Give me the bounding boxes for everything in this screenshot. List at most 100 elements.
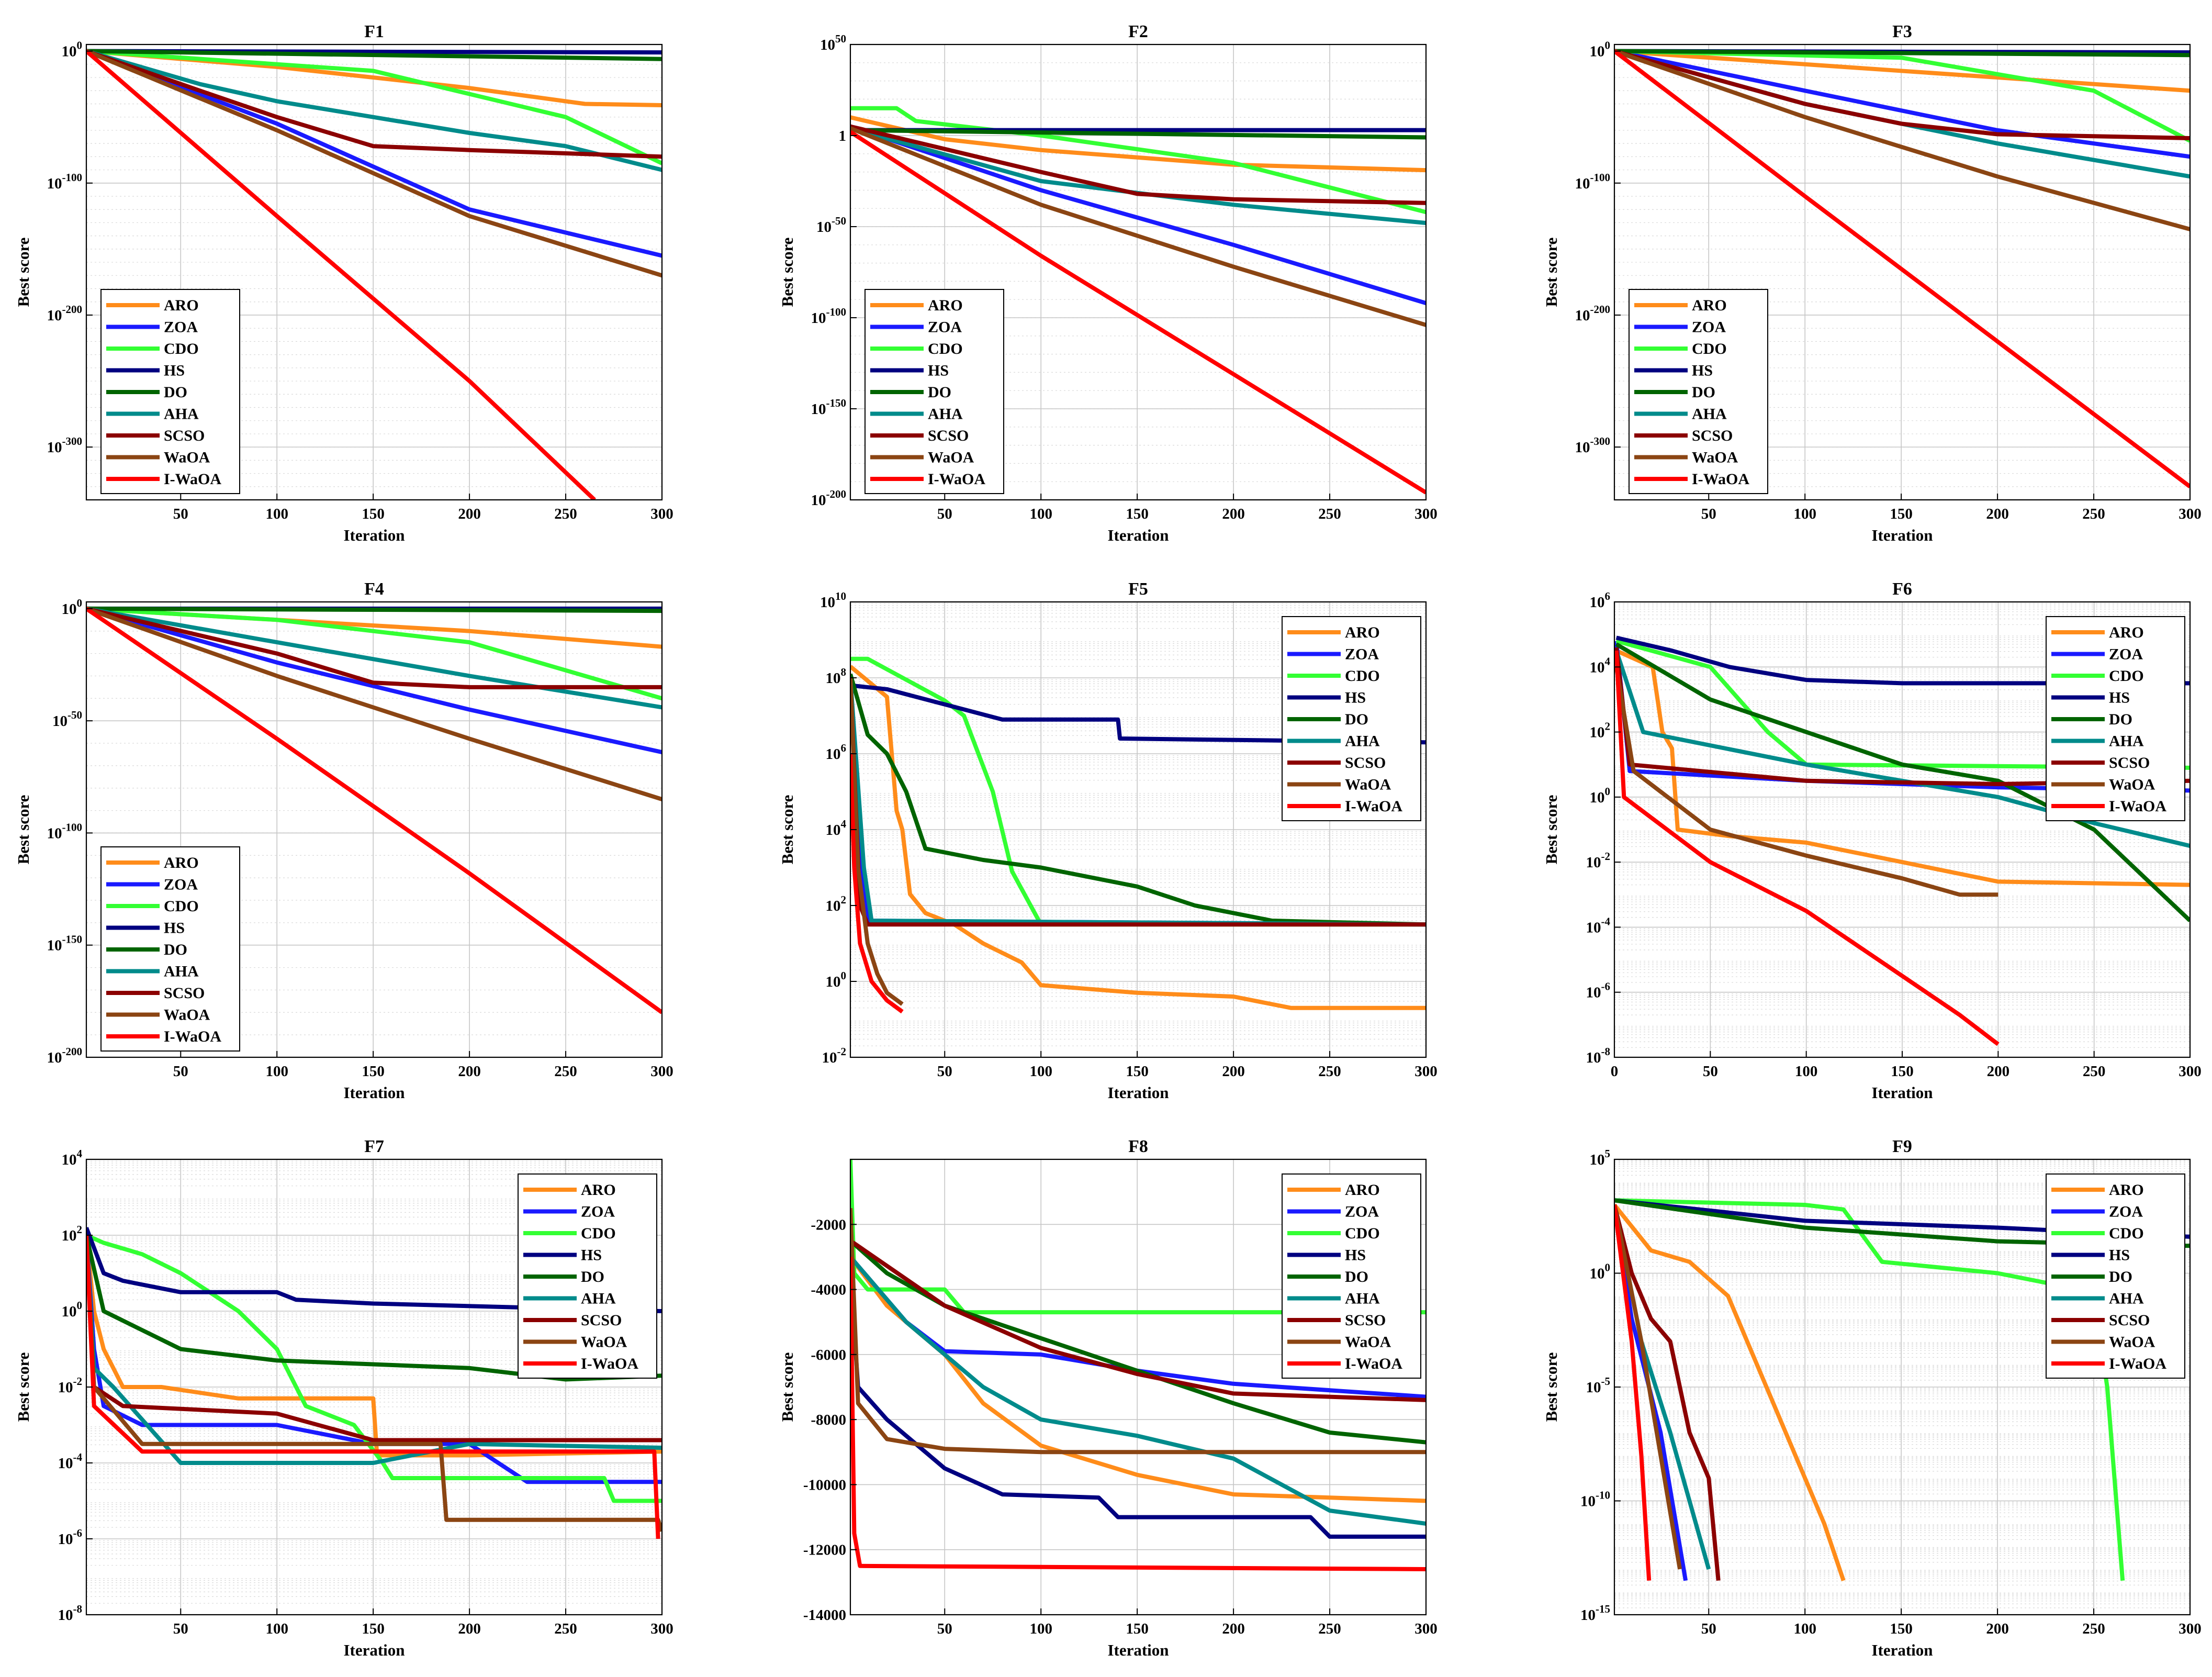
f8-y-tick-label: -2000 — [811, 1216, 846, 1233]
f6-y-tick-label: 102 — [1590, 720, 1611, 741]
f7-y-tick-label: 10-8 — [58, 1603, 83, 1624]
f7-legend-label-waoa: WaOA — [581, 1334, 627, 1351]
f2-y-tick-label: 1050 — [820, 32, 846, 53]
f5-x-tick-label: 50 — [937, 1063, 952, 1080]
f6-y-tick-label: 10-8 — [1586, 1045, 1611, 1066]
f5-series-aro — [850, 665, 1426, 1010]
chart-f5: 50 100 150 200 250 300 1010 108 106 104 102 100 10-2… — [778, 579, 1438, 1102]
f4-y-tick-label: 10-200 — [47, 1045, 83, 1066]
f5-y-tick-label: 108 — [826, 666, 847, 687]
f1-legend-label-aro: ARO — [164, 297, 199, 314]
f7-series-cdo — [86, 1233, 662, 1503]
f3-x-tick-label: 300 — [2179, 506, 2202, 522]
f3-series-i-waoa — [1614, 49, 2190, 488]
f8-y-axis-label: Best score — [778, 1352, 796, 1422]
f4-x-tick-label: 50 — [173, 1063, 188, 1080]
f2-series-zoa — [850, 124, 1426, 306]
f2-series-waoa — [850, 126, 1426, 327]
f5-y-tick-label: 1010 — [820, 590, 846, 611]
f1-y-axis-label: Best score — [14, 238, 32, 307]
f7-series-hs — [86, 1227, 662, 1313]
f3-series-do — [1614, 49, 2190, 58]
f3-y-tick-label: 10-300 — [1575, 435, 1611, 456]
f8-y-tick-label: -14000 — [803, 1607, 846, 1624]
f1-y-tick-label: 10-200 — [47, 303, 83, 324]
f5-y-tick-label: 100 — [826, 969, 847, 990]
f5-legend-label-zoa: ZOA — [1345, 646, 1379, 663]
f1-title: F1 — [364, 22, 384, 41]
f7-legend-label-cdo: CDO — [581, 1225, 616, 1242]
f4-x-tick-label: 300 — [650, 1063, 673, 1080]
f3-x-tick-label: 200 — [1986, 506, 2009, 522]
f2-series-aha — [850, 126, 1426, 225]
f7-legend-label-zoa: ZOA — [581, 1203, 615, 1221]
f6-x-axis-label: Iteration — [1871, 1083, 1933, 1102]
f3-series-aro — [1614, 49, 2190, 93]
f5-x-axis-label: Iteration — [1107, 1083, 1169, 1102]
f8-y-tick-label: -12000 — [803, 1542, 846, 1559]
f7-legend-label-scso: SCSO — [581, 1312, 622, 1329]
f1-x-tick-label: 100 — [265, 506, 288, 522]
f5-legend-label-aro: ARO — [1345, 624, 1380, 641]
f8-x-tick-label: 200 — [1222, 1620, 1245, 1637]
f9-x-tick-label: 200 — [1986, 1620, 2009, 1637]
chart-f2: 50 100 150 200 250 300 1050 1 10-50 10-100 10-150 1… — [778, 22, 1438, 544]
f5-series-waoa — [850, 677, 904, 1006]
f7-x-tick-label: 50 — [173, 1620, 188, 1637]
f7-legend-label-i-waoa: I-WaOA — [581, 1355, 638, 1372]
f1-series-i-waoa — [86, 49, 596, 500]
chart-f4: 50 100 150 200 250 300 100 10-50 10-100 10-150 10-… — [14, 579, 673, 1102]
f8-legend: ARO ZOA CDO HS DO AHA SCSO WaOA I-WaOA — [1282, 1173, 1421, 1379]
f5-legend-label-waoa: WaOA — [1345, 776, 1391, 793]
chart-f6: 0 50 100 150 200 250 300 106 104 102 100 10-2 10-4 10… — [1542, 579, 2202, 1102]
f8-series-aha — [850, 1255, 1426, 1526]
f4-y-tick-label: 10-100 — [47, 821, 83, 842]
f2-legend-label-i-waoa: I-WaOA — [928, 471, 985, 488]
f5-legend-label-do: DO — [1345, 711, 1368, 728]
f4-axes-frame — [85, 601, 663, 1058]
f6-legend-label-zoa: ZOA — [2109, 646, 2143, 663]
f8-legend-label-cdo: CDO — [1345, 1225, 1380, 1242]
f8-legend-label-i-waoa: I-WaOA — [1345, 1355, 1402, 1372]
f4-legend-label-aha: AHA — [164, 963, 199, 980]
f1-series-cdo — [86, 49, 662, 165]
f8-y-tick-label: -6000 — [811, 1347, 846, 1363]
f2-legend-label-zoa: ZOA — [928, 319, 962, 336]
f4-legend-label-cdo: CDO — [164, 898, 199, 915]
f5-x-tick-label: 300 — [1414, 1063, 1438, 1080]
f9-x-tick-label: 300 — [2179, 1620, 2202, 1637]
chart-f3: 50 100 150 200 250 300 100 10-100 10-200 10-300 F3… — [1542, 22, 2202, 544]
f7-legend-label-aha: AHA — [581, 1290, 616, 1307]
f8-legend-label-do: DO — [1345, 1268, 1368, 1285]
f9-x-tick-label: 100 — [1793, 1620, 1816, 1637]
f9-legend-label-do: DO — [2109, 1268, 2132, 1285]
f4-legend-label-i-waoa: I-WaOA — [164, 1028, 221, 1045]
f2-x-axis-label: Iteration — [1107, 526, 1169, 544]
f4-y-tick-label: 100 — [62, 597, 83, 618]
f7-legend-label-do: DO — [581, 1268, 604, 1285]
f1-x-tick-label: 50 — [173, 506, 188, 522]
f1-y-tick-label: 100 — [62, 39, 83, 60]
f2-y-tick-label: 10-100 — [811, 306, 847, 327]
f4-y-tick-label: 10-150 — [47, 933, 83, 954]
f3-y-tick-label: 10-200 — [1575, 303, 1611, 324]
f2-legend-label-aro: ARO — [928, 297, 963, 314]
f8-series-i-waoa — [850, 1257, 1426, 1571]
f2-legend-label-waoa: WaOA — [928, 449, 974, 466]
f9-series-scso — [1614, 1204, 1721, 1581]
f9-title: F9 — [1892, 1137, 1912, 1156]
f2-x-tick-label: 150 — [1126, 506, 1149, 522]
f8-series-group — [850, 1159, 1426, 1571]
f3-series-zoa — [1614, 49, 2190, 159]
f6-legend: ARO ZOA CDO HS DO AHA SCSO WaOA I-WaOA — [2046, 616, 2185, 821]
f2-legend-label-do: DO — [928, 384, 951, 401]
f6-x-tick-label: 250 — [2083, 1063, 2106, 1080]
f6-series-waoa — [1614, 666, 1998, 897]
f3-legend-label-scso: SCSO — [1692, 427, 1733, 444]
f6-x-tick-label: 0 — [1611, 1063, 1619, 1080]
f4-x-tick-label: 150 — [362, 1063, 385, 1080]
f8-legend-label-aro: ARO — [1345, 1181, 1380, 1199]
f7-y-tick-label: 104 — [62, 1147, 83, 1168]
f1-x-tick-label: 150 — [362, 506, 385, 522]
f4-series-do — [86, 606, 662, 613]
